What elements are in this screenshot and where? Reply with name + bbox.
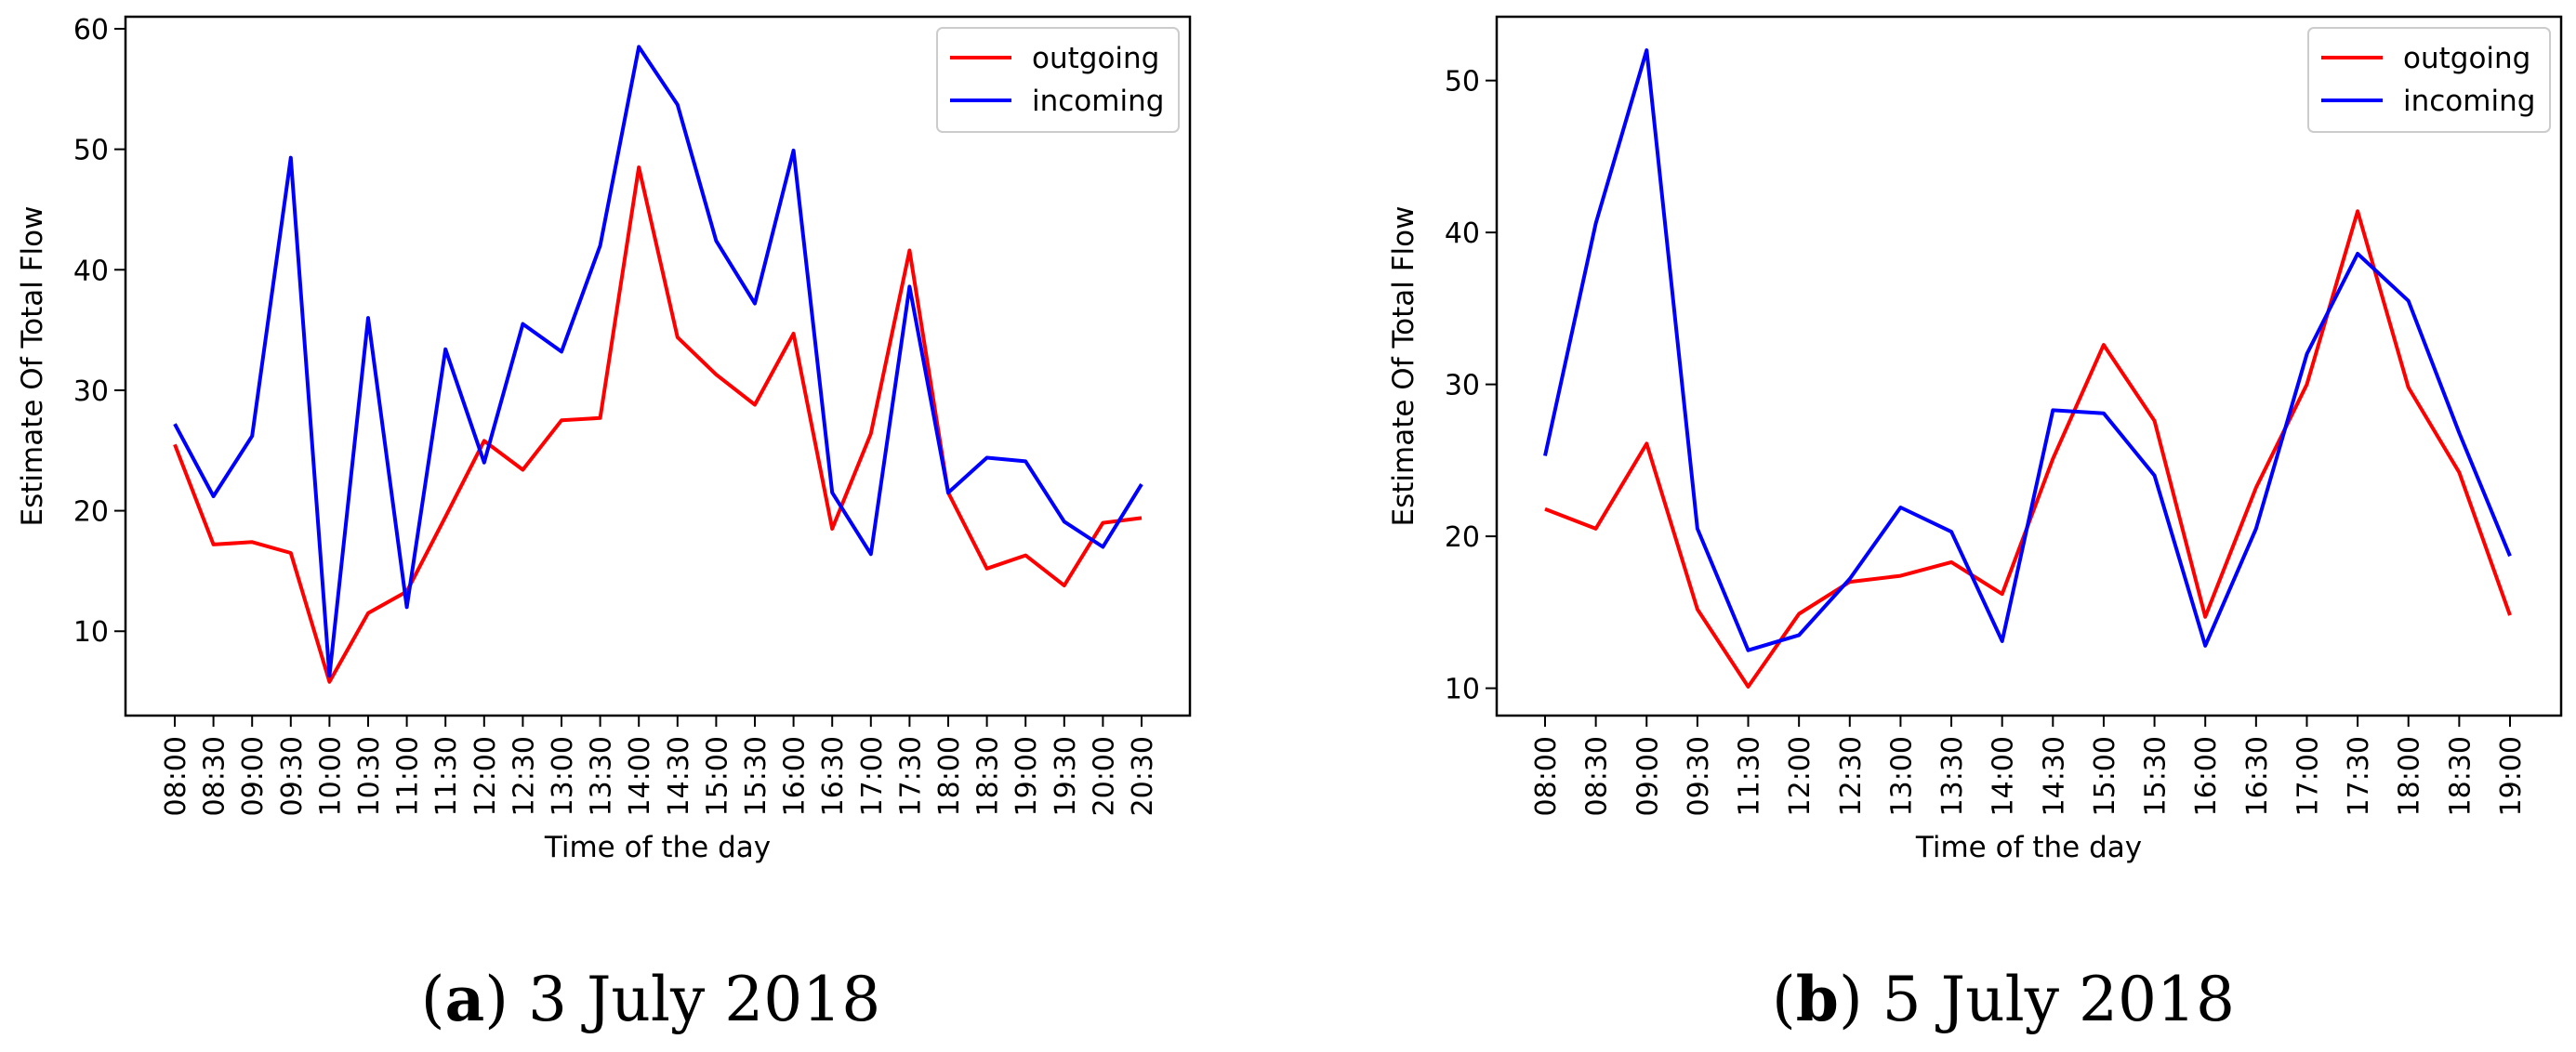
x-tick-label: 09:00 [1631, 736, 1664, 816]
x-tick-label: 15:00 [701, 736, 733, 816]
legend-label-outgoing: outgoing [1032, 42, 1159, 75]
x-tick-label: 12:30 [1835, 736, 1868, 816]
x-tick-label: 16:30 [817, 736, 850, 816]
x-tick-label: 16:30 [2241, 736, 2274, 816]
x-tick-label: 09:30 [1683, 736, 1715, 816]
x-tick-label: 18:30 [972, 736, 1005, 816]
x-tick-label: 11:00 [392, 736, 425, 816]
x-tick-label: 16:00 [2190, 736, 2223, 816]
x-tick-label: 15:30 [740, 736, 773, 816]
legend-label-incoming: incoming [1032, 85, 1164, 118]
x-tick-label: 19:00 [2495, 736, 2528, 816]
x-tick-label: 19:30 [1050, 736, 1082, 816]
x-tick-label: 13:00 [1885, 736, 1918, 816]
y-axis-label: Estimate Of Total Flow [1387, 206, 1420, 527]
x-tick-label: 10:30 [353, 736, 386, 816]
x-tick-label: 09:30 [276, 736, 309, 816]
x-axis-label: Time of the day [1915, 831, 2142, 864]
y-tick-label: 60 [73, 14, 109, 46]
caption-a: (a) 3 July 2018 [421, 963, 881, 1035]
x-tick-label: 15:00 [2089, 736, 2121, 816]
x-tick-label: 18:30 [2444, 736, 2477, 816]
x-tick-label: 16:00 [779, 736, 812, 816]
x-tick-label: 14:30 [663, 736, 695, 816]
y-tick-label: 40 [1445, 217, 1480, 250]
y-tick-label: 40 [73, 255, 109, 287]
x-tick-label: 18:00 [2394, 736, 2426, 816]
x-tick-label: 20:30 [1127, 736, 1159, 816]
plot-frame [124, 15, 1192, 717]
x-tick-label: 08:00 [160, 736, 192, 816]
x-tick-label: 20:00 [1088, 736, 1120, 816]
x-tick-label: 12:00 [1784, 736, 1816, 816]
y-axis-label: Estimate Of Total Flow [16, 206, 49, 527]
x-tick-label: 09:00 [237, 736, 270, 816]
x-tick-label: 17:00 [856, 736, 889, 816]
x-tick-label: 15:30 [2140, 736, 2173, 816]
legend-box [936, 27, 1180, 133]
legend-label-incoming: incoming [2403, 85, 2535, 118]
y-tick-label: 10 [73, 616, 109, 649]
y-tick-label: 30 [73, 375, 109, 408]
y-tick-label: 20 [73, 496, 109, 529]
caption-b: (b) 5 July 2018 [1772, 963, 2235, 1035]
chart-b: 10 20 30 40 50 08:00 08:30 09:00 09:30 11:30 12:00… [1387, 15, 2563, 864]
legend-box [2307, 27, 2551, 133]
x-tick-label: 14:30 [2038, 736, 2070, 816]
x-tick-label: 12:00 [469, 736, 502, 816]
x-tick-label: 13:30 [586, 736, 618, 816]
x-tick-label: 10:00 [314, 736, 347, 816]
y-tick-label: 30 [1445, 370, 1480, 402]
y-tick-label: 50 [73, 135, 109, 167]
plot-frame [1495, 15, 2563, 717]
x-tick-label: 12:30 [508, 736, 540, 816]
x-tick-label: 19:00 [1011, 736, 1043, 816]
x-axis-label: Time of the day [544, 831, 771, 864]
series-line-incoming [1543, 48, 2512, 652]
y-tick-label: 20 [1445, 521, 1480, 554]
x-tick-label: 13:30 [1936, 736, 1969, 816]
x-tick-label: 13:00 [547, 736, 579, 816]
series-line-outgoing [173, 165, 1143, 684]
series-line-incoming [173, 45, 1143, 678]
x-tick-label: 18:00 [933, 736, 966, 816]
x-tick-label: 17:30 [2343, 736, 2375, 816]
x-tick-label: 08:30 [1581, 736, 1614, 816]
x-tick-label: 17:00 [2292, 736, 2324, 816]
chart-a: 10 20 30 40 50 60 08:00 08:30 09:00 09:30 10:00 10:… [16, 14, 1192, 864]
x-tick-label: 17:30 [894, 736, 927, 816]
x-tick-label: 11:30 [1734, 736, 1766, 816]
x-tick-label: 11:30 [430, 736, 463, 816]
y-tick-label: 50 [1445, 66, 1480, 99]
x-tick-label: 08:30 [199, 736, 231, 816]
x-tick-label: 14:00 [624, 736, 656, 816]
y-tick-label: 10 [1445, 674, 1480, 706]
legend-label-outgoing: outgoing [2403, 42, 2530, 75]
x-tick-label: 14:00 [1988, 736, 2020, 816]
x-tick-label: 08:00 [1530, 736, 1563, 816]
